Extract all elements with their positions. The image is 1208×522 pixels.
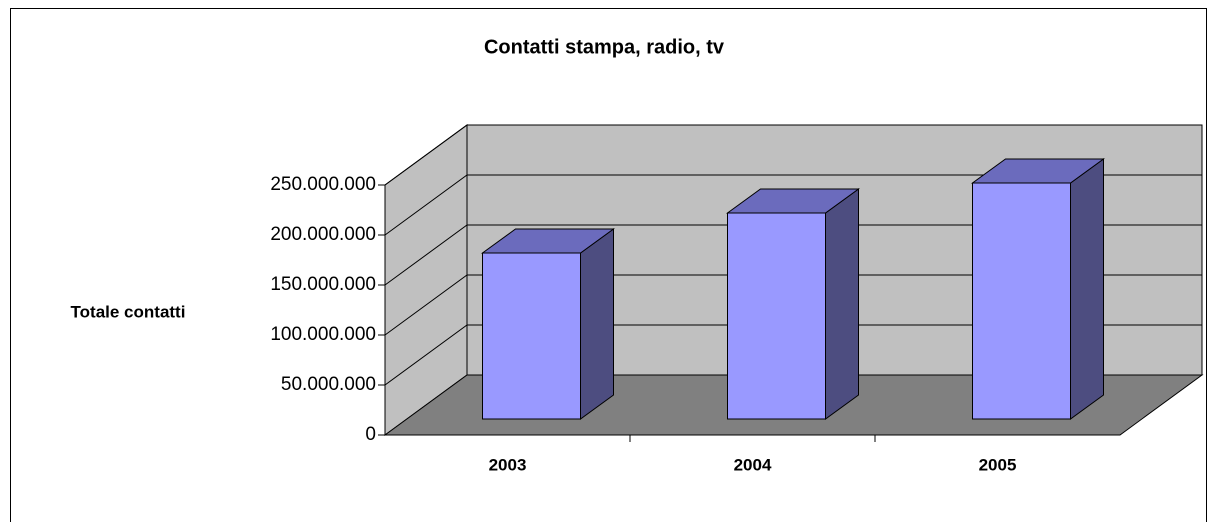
bar-side — [825, 188, 859, 420]
y-tick-label: 100.000.000 — [270, 324, 376, 345]
y-tick-label: 150.000.000 — [270, 274, 376, 295]
y-axis-label: Totale contatti — [71, 302, 186, 321]
x-tick-label: 2005 — [979, 455, 1017, 474]
bar-side — [1070, 158, 1104, 420]
y-tick-label: 250.000.000 — [270, 174, 376, 195]
y-tick-label: 0 — [365, 424, 376, 445]
grid-line — [384, 274, 1202, 336]
y-tick-label: 50.000.000 — [281, 374, 376, 395]
bar — [972, 182, 1071, 420]
bar-side — [580, 228, 614, 420]
bar — [482, 252, 581, 420]
grid-line — [384, 224, 1202, 286]
y-tick-label: 200.000.000 — [270, 224, 376, 245]
x-tick-label: 2004 — [734, 455, 772, 474]
grid-line — [384, 174, 1202, 236]
grid-line — [384, 124, 1202, 186]
chart-title: Contatti stampa, radio, tv — [484, 36, 725, 58]
bar — [727, 212, 826, 420]
grid-line — [384, 324, 1202, 386]
x-tick-label: 2003 — [489, 455, 527, 474]
